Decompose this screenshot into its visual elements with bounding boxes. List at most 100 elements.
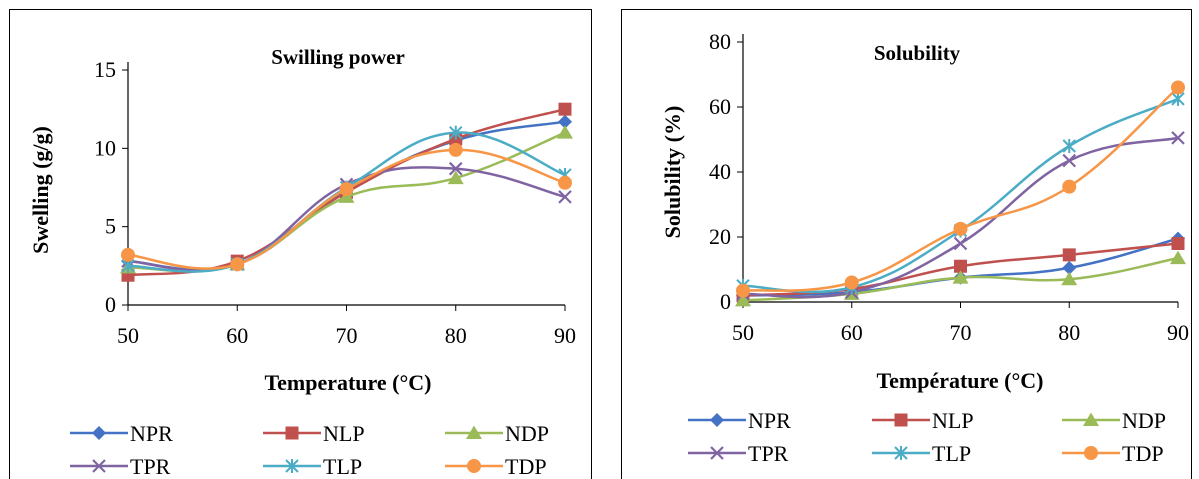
legend-label: TPR bbox=[748, 441, 789, 466]
legend-marker bbox=[1084, 446, 1098, 460]
x-tick-label: 90 bbox=[1167, 320, 1189, 345]
x-tick-label: 50 bbox=[117, 323, 139, 348]
data-point bbox=[1171, 237, 1185, 250]
y-tick-label: 80 bbox=[709, 29, 731, 54]
data-point bbox=[952, 270, 969, 284]
y-tick-label: 0 bbox=[720, 289, 731, 314]
legend-marker bbox=[92, 459, 106, 473]
legend-label: TLP bbox=[323, 454, 362, 479]
x-axis-label: Temperature (°C) bbox=[264, 370, 431, 395]
legend-item-nlp: NLP bbox=[872, 408, 974, 433]
legend-item-npr: NPR bbox=[70, 421, 173, 446]
data-point bbox=[736, 283, 750, 298]
legend-item-tlp: TLP bbox=[263, 454, 362, 479]
legend-marker bbox=[285, 426, 299, 440]
legend-label: NLP bbox=[932, 408, 974, 433]
solubility-chart-panel bbox=[621, 9, 1192, 479]
legend-label: TPR bbox=[130, 454, 171, 479]
legend-label: TDP bbox=[505, 454, 547, 479]
x-tick-label: 60 bbox=[841, 320, 863, 345]
x-tick-label: 70 bbox=[336, 323, 358, 348]
data-point bbox=[448, 142, 463, 157]
y-tick-label: 15 bbox=[94, 57, 116, 82]
data-point bbox=[1171, 131, 1185, 145]
data-point bbox=[558, 114, 572, 129]
legend-label: TDP bbox=[1122, 441, 1164, 466]
series-line bbox=[127, 148, 566, 270]
legend-label: NPR bbox=[130, 421, 173, 446]
legend-item-npr: NPR bbox=[688, 408, 791, 433]
chart-title: Swilling power bbox=[271, 45, 405, 69]
swelling-chart-panel bbox=[9, 9, 592, 479]
data-point bbox=[1062, 248, 1076, 262]
chart-title: Solubility bbox=[874, 41, 961, 65]
legend-item-nlp: NLP bbox=[263, 421, 365, 446]
legend-marker bbox=[894, 413, 908, 427]
x-tick-label: 80 bbox=[1058, 320, 1080, 345]
x-tick-label: 90 bbox=[554, 323, 576, 348]
legend-label: NDP bbox=[1122, 408, 1166, 433]
data-point bbox=[844, 275, 859, 290]
series-tdp bbox=[736, 80, 1185, 298]
legend-marker bbox=[1083, 412, 1099, 426]
legend-label: NPR bbox=[748, 408, 791, 433]
data-point bbox=[1171, 80, 1185, 95]
legend-label: NDP bbox=[505, 421, 549, 446]
data-point bbox=[339, 182, 354, 197]
y-tick-label: 40 bbox=[709, 159, 731, 184]
legend-label: TLP bbox=[932, 441, 971, 466]
legend-item-tdp: TDP bbox=[445, 454, 547, 479]
data-point bbox=[121, 247, 135, 262]
series-tdp bbox=[121, 142, 572, 272]
data-point bbox=[558, 190, 572, 204]
data-point bbox=[1062, 139, 1076, 153]
chart-swelling: 0 5 10 15 50 60 70 80 90 Swilling power Temperatur… bbox=[28, 45, 576, 479]
legend-item-tpr: TPR bbox=[688, 441, 789, 466]
data-point bbox=[953, 236, 968, 251]
data-point bbox=[1062, 153, 1077, 168]
series-ndp bbox=[120, 125, 573, 274]
y-tick-label: 20 bbox=[709, 224, 731, 249]
legend-item-ndp: NDP bbox=[1062, 408, 1166, 433]
y-tick-label: 5 bbox=[105, 214, 116, 239]
data-point bbox=[338, 189, 355, 203]
y-axis-label: Solubility (%) bbox=[660, 106, 685, 239]
data-point bbox=[953, 221, 968, 236]
data-point bbox=[1061, 271, 1078, 286]
legend-label: NLP bbox=[323, 421, 365, 446]
data-point bbox=[735, 292, 751, 307]
legend-marker bbox=[285, 459, 299, 473]
data-point bbox=[230, 257, 245, 272]
data-point bbox=[954, 259, 967, 273]
legend-marker bbox=[466, 425, 482, 439]
data-point bbox=[557, 125, 573, 139]
data-point bbox=[1170, 250, 1186, 265]
data-point bbox=[1062, 179, 1077, 194]
legend-item-tlp: TLP bbox=[872, 441, 971, 466]
legend-item-tdp: TDP bbox=[1062, 441, 1164, 466]
y-tick-label: 0 bbox=[105, 292, 116, 317]
y-tick-label: 60 bbox=[709, 94, 731, 119]
x-tick-label: 70 bbox=[950, 320, 972, 345]
y-tick-label: 10 bbox=[94, 135, 116, 160]
legend-item-ndp: NDP bbox=[445, 421, 549, 446]
chart-solubility: 0 20 40 60 80 50 60 70 80 90 Solubility Température… bbox=[660, 29, 1189, 466]
data-point bbox=[1062, 260, 1077, 275]
x-axis-label: Température (°C) bbox=[876, 368, 1043, 393]
data-point bbox=[449, 125, 463, 140]
data-point bbox=[448, 161, 463, 176]
y-axis-label: Swelling (g/g) bbox=[28, 126, 53, 254]
legend-marker bbox=[92, 426, 106, 440]
data-point bbox=[558, 102, 572, 116]
legend-item-tpr: TPR bbox=[70, 454, 171, 479]
legend-marker bbox=[710, 446, 724, 460]
series-tpr bbox=[121, 161, 572, 272]
x-tick-label: 60 bbox=[226, 323, 248, 348]
x-tick-label: 80 bbox=[445, 323, 467, 348]
data-point bbox=[447, 170, 464, 185]
legend-marker bbox=[894, 446, 908, 460]
legend-marker bbox=[467, 459, 481, 473]
legend-marker bbox=[710, 413, 724, 427]
x-tick-label: 50 bbox=[732, 320, 754, 345]
